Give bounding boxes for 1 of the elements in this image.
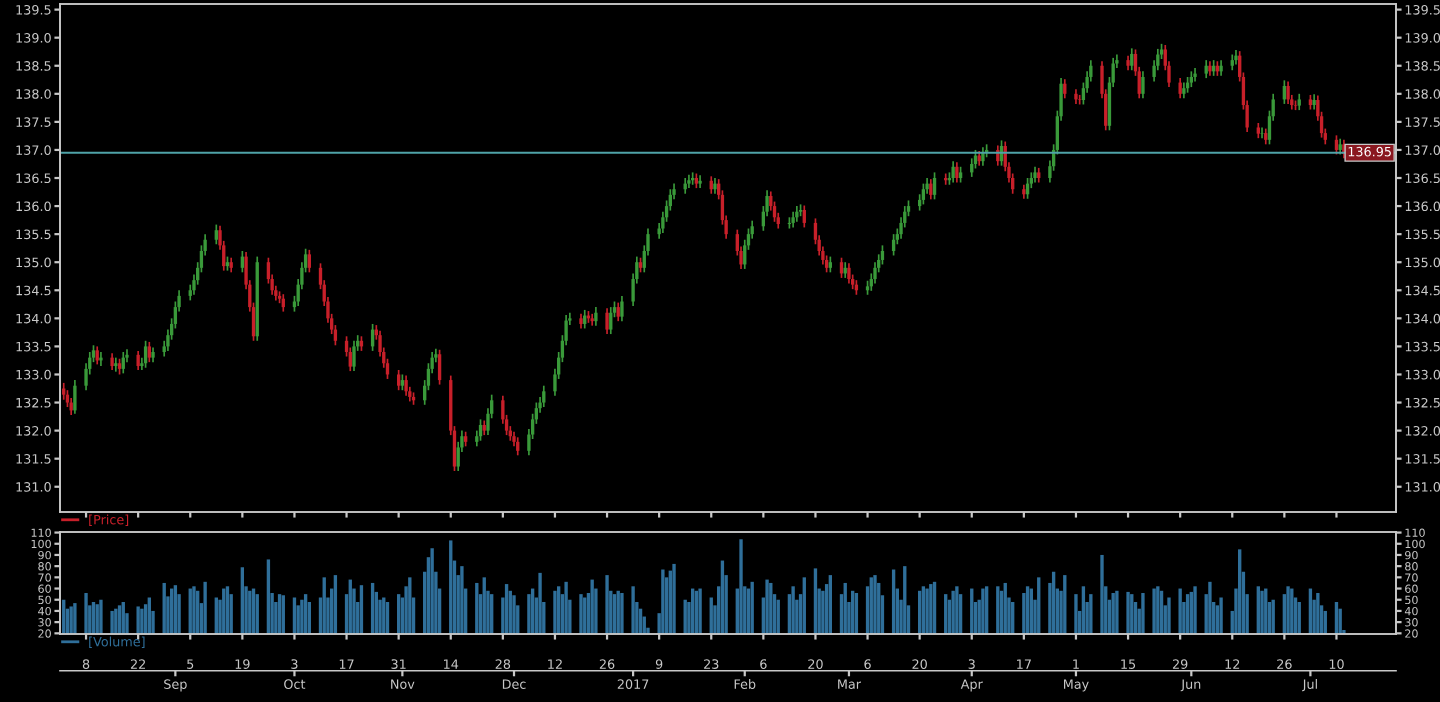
candlestick [1260,126,1264,139]
